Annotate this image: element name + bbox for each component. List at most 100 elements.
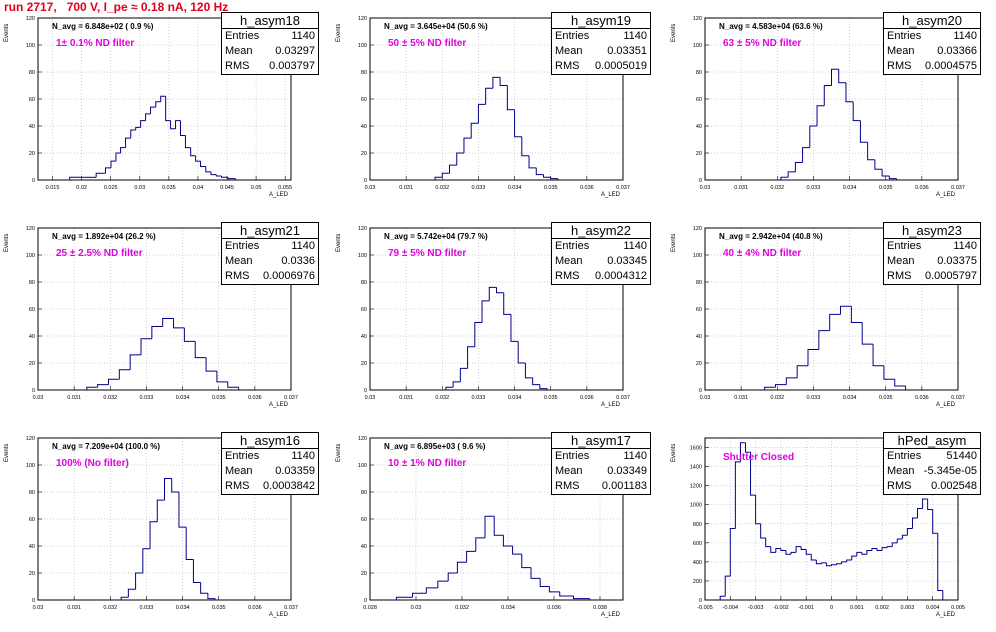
stats-mean-row: Mean 0.03345 xyxy=(552,254,650,269)
histogram-bin xyxy=(856,551,862,557)
histogram-bin xyxy=(437,580,449,588)
stats-title: h_asym22 xyxy=(552,223,650,239)
x-tick-label: -0.004 xyxy=(722,605,738,611)
n-avg-label: N_avg = 2.942e+04 (40.8 %) xyxy=(719,232,823,241)
histogram-bin xyxy=(573,595,590,600)
histogram-bin xyxy=(829,313,841,331)
x-tick-label: 0.035 xyxy=(879,395,893,401)
stats-entries-label: Entries xyxy=(555,240,590,252)
x-tick-label: 0.045 xyxy=(220,185,234,191)
histogram-bin xyxy=(195,155,201,162)
histogram-bin xyxy=(521,554,531,569)
stats-rms-label: RMS xyxy=(225,270,250,282)
y-tick-label: 0 xyxy=(364,178,367,184)
stats-mean-row: Mean -5.345e-05 xyxy=(884,464,980,479)
histogram-bin xyxy=(155,101,161,108)
histogram-series xyxy=(86,317,240,390)
y-tick-label: 60 xyxy=(29,97,35,103)
filter-label: 50 ± 5% ND filter xyxy=(388,38,467,49)
x-tick-label: 0.033 xyxy=(140,395,154,401)
y-tick-label: 120 xyxy=(693,16,702,22)
y-tick-label: 120 xyxy=(26,226,35,232)
histogram-bin xyxy=(130,129,136,139)
histogram-bin xyxy=(488,286,497,301)
histogram-series xyxy=(719,442,944,600)
histogram-bin xyxy=(861,552,867,555)
x-tick-label: 0.03 xyxy=(33,605,44,611)
histogram-bin xyxy=(517,341,526,364)
histogram-bin xyxy=(764,386,776,390)
histogram-bin xyxy=(412,592,427,598)
x-tick-label: 0.03 xyxy=(700,185,711,191)
n-avg-label: N_avg = 6.848e+02 ( 0.9 %) xyxy=(52,22,154,31)
stats-entries-row: Entries 1140 xyxy=(222,29,318,44)
histogram-bin xyxy=(456,152,464,166)
histogram-bin xyxy=(911,517,918,529)
histogram-bin xyxy=(874,159,883,170)
x-tick-label: 0.03 xyxy=(365,395,376,401)
x-tick-label: 0.036 xyxy=(915,185,929,191)
stats-box: h_asym21 Entries 1140 Mean 0.0336 RMS 0.000697… xyxy=(221,222,319,285)
histogram-bin xyxy=(215,174,222,177)
y-axis-label: Events xyxy=(671,233,677,252)
filter-label: Shutter Closed xyxy=(723,452,795,463)
stats-rms-row: RMS 0.002548 xyxy=(884,479,980,494)
histogram-bin xyxy=(739,442,746,462)
x-tick-label: 0.035 xyxy=(879,185,893,191)
y-tick-label: 40 xyxy=(361,124,367,130)
stats-entries-label: Entries xyxy=(887,240,922,252)
x-tick-label: 0.005 xyxy=(951,605,965,611)
histogram-bin xyxy=(838,69,846,84)
stats-rms-value: 0.0005019 xyxy=(595,60,647,72)
x-tick-label: 0.032 xyxy=(770,395,784,401)
y-tick-label: 40 xyxy=(361,544,367,550)
histogram-bin xyxy=(210,171,217,176)
histogram-bin xyxy=(194,341,207,359)
stats-rms-row: RMS 0.001183 xyxy=(552,479,650,494)
x-tick-label: 0.03 xyxy=(33,395,44,401)
n-avg-label: N_avg = 1.892e+04 (26.2 %) xyxy=(52,232,156,241)
y-axis-label: Events xyxy=(4,23,10,42)
stats-box: h_asym18 Entries 1140 Mean 0.03297 RMS 0.00379… xyxy=(221,12,319,75)
x-tick-label: 0.037 xyxy=(951,395,965,401)
histogram-series xyxy=(395,515,591,600)
histogram-bin xyxy=(750,452,756,496)
histogram-bin xyxy=(840,305,852,315)
x-tick-label: 0 xyxy=(830,605,833,611)
stats-rms-value: 0.0003842 xyxy=(263,480,315,492)
y-tick-label: 0 xyxy=(32,388,35,394)
histogram-bin xyxy=(845,82,854,103)
histogram-bin xyxy=(794,161,803,172)
histogram-bin xyxy=(129,354,142,370)
stats-mean-label: Mean xyxy=(555,255,583,267)
histogram-bin xyxy=(774,384,787,388)
histogram-bin xyxy=(165,96,171,122)
x-tick-label: 0.032 xyxy=(435,395,449,401)
histogram-bin xyxy=(901,534,908,540)
stats-rms-row: RMS 0.0005797 xyxy=(884,269,980,284)
histogram-bin xyxy=(744,442,751,453)
histogram-bin xyxy=(192,559,201,583)
stats-mean-row: Mean 0.03359 xyxy=(222,464,318,479)
x-tick-label: 0.037 xyxy=(616,185,630,191)
histogram-bin xyxy=(820,562,827,564)
stats-mean-label: Mean xyxy=(225,255,253,267)
histogram-bin xyxy=(69,176,84,180)
y-tick-label: 120 xyxy=(358,436,367,442)
stats-title: h_asym20 xyxy=(884,13,980,29)
filter-label: 1± 0.1% ND filter xyxy=(56,38,135,49)
histogram-bin xyxy=(445,386,454,390)
histogram-bin xyxy=(170,120,176,130)
x-tick-label: 0.03 xyxy=(134,185,145,191)
histogram-bin xyxy=(492,76,501,89)
x-tick-label: 0.033 xyxy=(140,605,154,611)
x-tick-label: 0.035 xyxy=(544,395,558,401)
y-tick-label: 800 xyxy=(693,522,702,528)
stats-entries-row: Entries 1140 xyxy=(222,449,318,464)
histogram-bin xyxy=(550,177,558,180)
x-tick-label: 0.038 xyxy=(593,605,607,611)
stats-entries-label: Entries xyxy=(887,450,922,462)
y-tick-label: 1600 xyxy=(690,446,702,452)
stats-rms-label: RMS xyxy=(555,60,580,72)
stats-rms-row: RMS 0.003797 xyxy=(222,59,318,74)
